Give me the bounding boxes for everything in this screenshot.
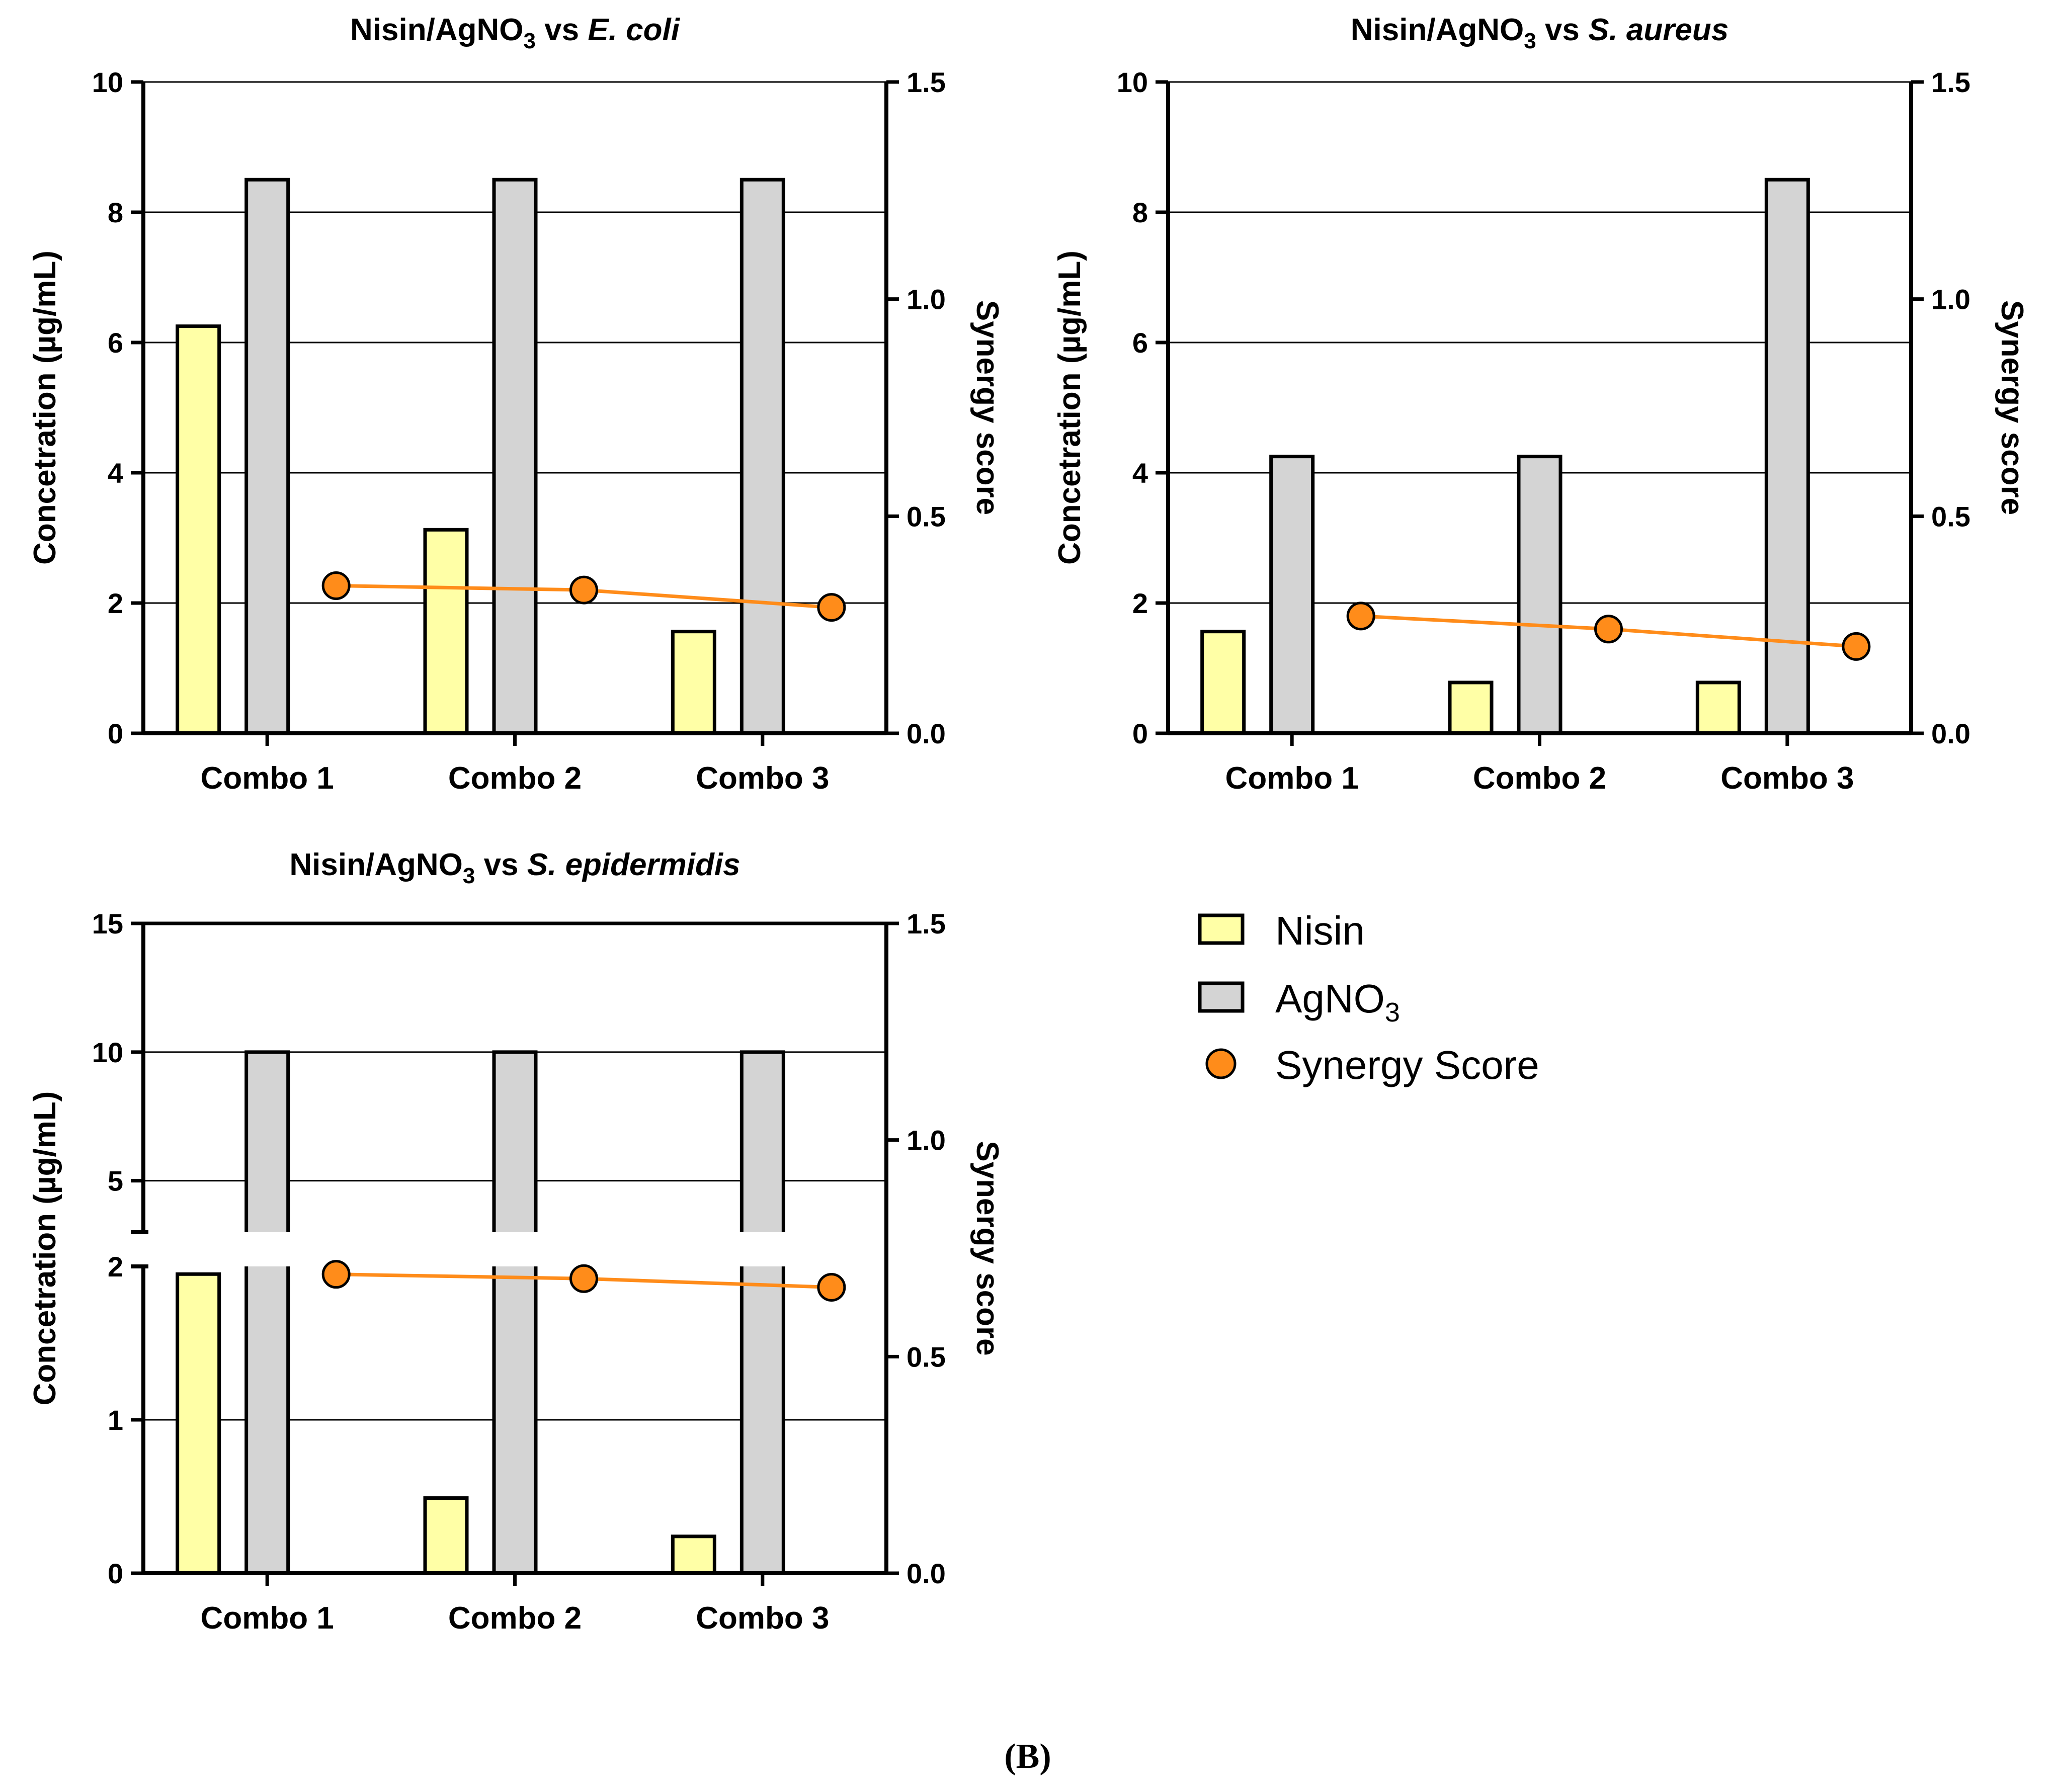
- y-tick-label: 0: [1132, 718, 1148, 749]
- y-axis-title: Concetration (µg/mL): [28, 250, 62, 565]
- bar-agno3: [739, 178, 785, 735]
- bar-agno3-lower-edge: [739, 1266, 785, 1573]
- legend-nisin-swatch: [1198, 913, 1245, 945]
- y-tick-label: 10: [92, 66, 123, 98]
- y2-tick-label: 1.0: [907, 1125, 946, 1156]
- legend-synergy-label: Synergy Score: [1275, 1043, 1539, 1087]
- bar-agno3: [1269, 455, 1315, 735]
- y2-tick-label: 0.5: [907, 1341, 946, 1373]
- bar-agno3-lower: [494, 1266, 536, 1573]
- y2-tick-label: 0.0: [1931, 718, 1970, 749]
- category-label: Combo 3: [696, 1601, 829, 1636]
- y-tick-label: 6: [108, 327, 123, 359]
- category-label: Combo 1: [1225, 761, 1359, 796]
- synergy-point: [1594, 615, 1623, 644]
- legend-nisin-label: Nisin: [1275, 908, 1365, 953]
- legend-synergy-marker: [1205, 1048, 1237, 1079]
- chart-panel-ecoli: Nisin/AgNO3 vs E. coli 0 2 4 6 8 10 0.0 0.5 1.0 1.…: [28, 13, 1005, 796]
- bar-agno3: [1517, 455, 1562, 735]
- bar-agno3-upper-edge: [739, 1050, 785, 1232]
- bar-nisin: [1695, 680, 1741, 735]
- y-axis-title: Concetration (µg/mL): [28, 1091, 62, 1406]
- legend-agno3-swatch: [1198, 981, 1245, 1013]
- synergy-point: [321, 571, 351, 600]
- bar-nisin: [1200, 630, 1246, 735]
- panel-label: (B): [1004, 1737, 1051, 1776]
- y2-tick-label: 1.5: [907, 908, 946, 940]
- y-tick-label: 6: [1132, 327, 1148, 359]
- y2-tick-label: 1.0: [1931, 284, 1970, 315]
- bar-agno3: [244, 178, 290, 735]
- bar-nisin: [423, 528, 469, 735]
- y-tick-label: 2: [108, 587, 123, 619]
- category-label: Combo 1: [201, 761, 334, 796]
- synergy-point: [817, 593, 846, 622]
- category-label: Combo 2: [448, 1601, 582, 1636]
- bar-agno3-upper: [494, 1052, 536, 1232]
- bar-agno3: [1764, 178, 1810, 735]
- y2-axis-title: Synergy score: [970, 1141, 1005, 1355]
- synergy-point: [321, 1260, 351, 1289]
- bar-agno3-upper-edge: [244, 1050, 290, 1232]
- bar-agno3-lower: [742, 1266, 784, 1573]
- y-tick-label: 5: [108, 1165, 123, 1197]
- legend-agno3-label: AgNO3: [1275, 976, 1400, 1028]
- legend: Nisin AgNO3 Synergy Score: [1198, 908, 1539, 1087]
- y2-tick-label: 1.5: [907, 66, 946, 98]
- bar-nisin: [671, 630, 716, 735]
- y-tick-label: 2: [108, 1251, 123, 1283]
- bar-agno3-upper: [742, 1052, 784, 1232]
- synergy-point: [1842, 632, 1871, 661]
- y2-tick-label: 1.0: [907, 284, 946, 315]
- bar-nisin: [176, 1272, 221, 1575]
- chart-title: Nisin/AgNO3 vs S. aureus: [1351, 13, 1729, 53]
- y-tick-label: 10: [92, 1037, 123, 1068]
- y-tick-label: 10: [1117, 66, 1148, 98]
- y2-tick-label: 0.0: [907, 1558, 946, 1589]
- y2-axis-title: Synergy score: [1995, 300, 2029, 515]
- y2-axis-title: Synergy score: [970, 300, 1005, 515]
- y-axis-title: Concetration (µg/mL): [1052, 250, 1087, 565]
- bar-agno3-upper-edge: [492, 1050, 538, 1232]
- y-tick-label: 15: [92, 908, 123, 940]
- y2-tick-label: 0.5: [907, 500, 946, 532]
- y-tick-label: 0: [108, 718, 123, 749]
- y2-tick-label: 0.0: [907, 718, 946, 749]
- bar-nisin: [176, 324, 221, 735]
- chart-panel-saureus: Nisin/AgNO3 vs S. aureus 0 2 4 6 8 10 0.0 0.5 1.0…: [1052, 13, 2029, 796]
- bar-agno3: [492, 178, 538, 735]
- synergy-point: [569, 1264, 598, 1293]
- synergy-point: [1346, 602, 1375, 631]
- bar-nisin: [423, 1496, 469, 1575]
- y-tick-label: 2: [1132, 587, 1148, 619]
- category-label: Combo 3: [696, 761, 829, 796]
- y2-tick-label: 0.5: [1931, 500, 1970, 532]
- bar-nisin: [1448, 680, 1494, 735]
- y-tick-label: 4: [1132, 457, 1148, 489]
- category-label: Combo 2: [1473, 761, 1606, 796]
- category-label: Combo 2: [448, 761, 582, 796]
- y-tick-label: 8: [108, 197, 123, 228]
- category-label: Combo 1: [201, 1601, 334, 1636]
- y-tick-label: 0: [108, 1558, 123, 1589]
- bar-agno3-lower-edge: [492, 1266, 538, 1573]
- bar-nisin: [671, 1534, 716, 1575]
- category-label: Combo 3: [1720, 761, 1854, 796]
- y2-tick-label: 1.5: [1931, 66, 1970, 98]
- bar-agno3-upper: [246, 1052, 288, 1232]
- y-tick-label: 4: [108, 457, 123, 489]
- y-tick-label: 8: [1132, 197, 1148, 228]
- chart-title: Nisin/AgNO3 vs S. epidermidis: [289, 847, 740, 888]
- chart-panel-sepidermidis: Nisin/AgNO3 vs S. epidermidis 0 1 2 5 10 15 0.0…: [28, 847, 1005, 1636]
- bar-agno3-lower-edge: [244, 1266, 290, 1573]
- bar-agno3-lower: [246, 1266, 288, 1573]
- synergy-point: [817, 1273, 846, 1302]
- chart-title: Nisin/AgNO3 vs E. coli: [350, 13, 681, 53]
- y-tick-label: 1: [108, 1404, 123, 1436]
- synergy-point: [569, 575, 598, 605]
